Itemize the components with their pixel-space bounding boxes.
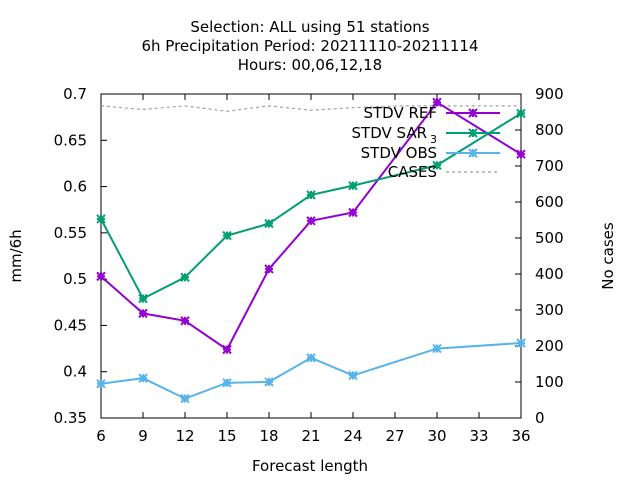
- legend-label-main: STDV SAR: [352, 124, 427, 142]
- x-tick-label: 33: [469, 427, 488, 445]
- data-point-stdv-ref: [348, 207, 358, 218]
- data-point-stdv-obs: [432, 343, 442, 354]
- legend-marker-stdv-obs: [468, 148, 478, 158]
- legend-label-stdv-ref: STDV REF: [363, 104, 437, 122]
- data-point-stdv-obs: [222, 378, 232, 388]
- y2-tick-label: 300: [535, 301, 564, 319]
- x-axis-title: Forecast length: [252, 457, 368, 475]
- x-tick-label: 27: [385, 427, 404, 445]
- series-line-cases: [100, 105, 521, 112]
- y-tick-label: 0.4: [63, 363, 87, 381]
- y2-tick-label: 0: [535, 409, 545, 427]
- y-tick-label: 0.35: [54, 409, 87, 427]
- y2-tick-label: 900: [535, 85, 564, 103]
- legend-label-stdv-sar-3: STDV SAR 3: [352, 124, 437, 146]
- x-tick-label: 9: [138, 427, 148, 445]
- y-tick-label: 0.55: [54, 224, 87, 242]
- data-point-stdv-ref: [222, 344, 232, 355]
- data-point-stdv-obs: [516, 338, 526, 348]
- data-point-stdv-sar-3: [516, 108, 526, 119]
- data-point-stdv-obs: [96, 379, 106, 389]
- y2-tick-label: 800: [535, 121, 564, 139]
- series-line-stdv-sar-3: [100, 112, 522, 300]
- legend-label-stdv-obs: STDV OBS: [361, 144, 437, 162]
- legend-marker-stdv-ref: [468, 108, 478, 118]
- data-point-stdv-sar-3: [180, 272, 190, 282]
- x-tick-label: 18: [259, 427, 278, 445]
- chart-title-line-1: Selection: ALL using 51 stations: [190, 18, 429, 36]
- y2-axis-title: No cases: [599, 222, 617, 290]
- data-point-stdv-ref: [264, 264, 274, 274]
- x-tick-label: 24: [343, 427, 362, 445]
- y2-tick-label: 200: [535, 337, 564, 355]
- y2-tick-label: 400: [535, 265, 564, 283]
- legend-label-cases: CASES: [388, 163, 437, 181]
- y2-tick-label: 700: [535, 157, 564, 175]
- legend-label-subscript: 3: [430, 133, 437, 146]
- data-point-stdv-obs: [306, 353, 316, 363]
- y-tick-label: 0.65: [54, 131, 87, 149]
- x-tick-label: 6: [96, 427, 106, 445]
- chart-title-line-3: Hours: 00,06,12,18: [238, 56, 382, 74]
- data-point-stdv-sar-3: [432, 160, 442, 170]
- series-line-stdv-obs: [100, 342, 522, 400]
- data-point-stdv-obs: [138, 373, 148, 383]
- y-tick-label: 0.5: [63, 270, 87, 288]
- data-point-stdv-ref: [138, 308, 148, 319]
- data-point-stdv-ref: [180, 316, 190, 326]
- y2-tick-label: 600: [535, 193, 564, 211]
- x-tick-label: 30: [427, 427, 446, 445]
- data-point-stdv-sar-3: [222, 230, 232, 241]
- data-point-stdv-sar-3: [96, 214, 106, 224]
- legend-marker-stdv-sar-3: [468, 128, 478, 138]
- y-tick-label: 0.7: [63, 85, 87, 103]
- chart-title-line-2: 6h Precipitation Period: 20211110-202111…: [141, 37, 478, 55]
- x-tick-label: 15: [217, 427, 236, 445]
- data-point-stdv-ref: [516, 149, 526, 159]
- x-tick-label: 36: [511, 427, 530, 445]
- data-point-stdv-ref: [306, 216, 316, 226]
- series-line-stdv-ref: [100, 101, 522, 351]
- plot-frame: [100, 93, 522, 419]
- data-point-stdv-sar-3: [348, 180, 358, 191]
- data-point-stdv-obs: [180, 393, 190, 404]
- data-point-stdv-sar-3: [138, 293, 148, 304]
- y-tick-label: 0.45: [54, 316, 87, 334]
- data-point-stdv-ref: [96, 271, 106, 282]
- y-axis-title: mm/6h: [7, 229, 25, 282]
- series-layer: [96, 97, 526, 404]
- data-point-stdv-sar-3: [264, 218, 274, 229]
- y2-tick-label: 500: [535, 229, 564, 247]
- data-point-stdv-obs: [264, 377, 274, 387]
- x-tick-label: 12: [175, 427, 194, 445]
- data-point-stdv-sar-3: [306, 190, 316, 200]
- y2-tick-label: 100: [535, 373, 564, 391]
- x-tick-label: 21: [301, 427, 320, 445]
- axis-ticks: 6 9 12 15 18 21 24 27 30 33 360.350.40.450.50.550.…: [54, 85, 564, 445]
- y-tick-label: 0.6: [63, 178, 87, 196]
- data-point-stdv-obs: [348, 370, 358, 381]
- data-point-stdv-ref: [432, 97, 442, 108]
